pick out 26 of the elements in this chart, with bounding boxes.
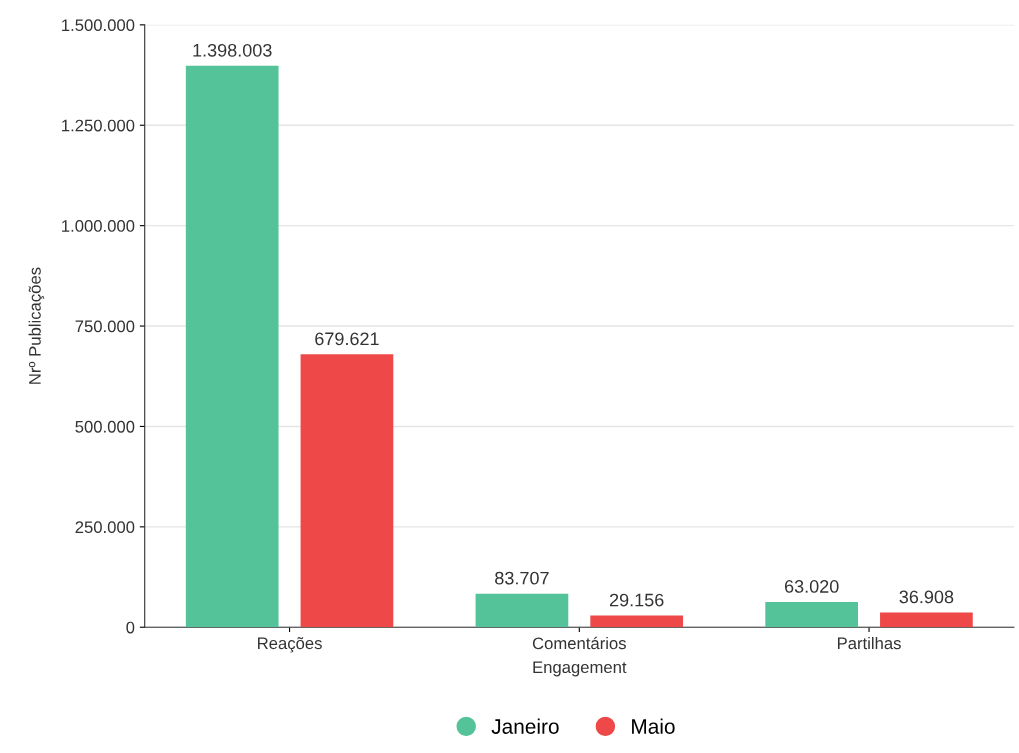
y-tick-label: 1.000.000	[62, 220, 135, 232]
y-tick-label: 1.500.000	[62, 19, 135, 32]
y-tick-label: 1.250.000	[62, 119, 135, 132]
bar	[475, 593, 569, 628]
bar	[880, 612, 973, 628]
x-tick-label: Partilhas	[837, 636, 901, 650]
data-label: 679.621	[315, 332, 379, 346]
x-tick-label: Comentários	[532, 636, 626, 650]
y-tick-label: 500.000	[75, 420, 135, 433]
bar	[765, 601, 859, 628]
x-tick-label: Reações	[258, 637, 322, 653]
data-label: 63.020	[784, 580, 839, 593]
data-label: 1.398.003	[193, 43, 272, 57]
data-label: 36.908	[899, 590, 954, 604]
bar	[185, 65, 279, 628]
y-tick-label: 750.000	[75, 320, 135, 333]
legend-label: Janeiro	[491, 718, 559, 734]
legend-label: Maio	[632, 718, 675, 734]
bar	[300, 354, 394, 628]
y-tick-label: 250.000	[75, 521, 135, 534]
data-label: 29.156	[609, 593, 664, 607]
bar	[590, 615, 684, 628]
y-tick-label: 0	[126, 621, 135, 634]
x-axis-title: Engagement	[533, 661, 627, 677]
data-label: 83.707	[495, 571, 549, 585]
y-axis-title: Nrº Publicações	[28, 267, 45, 384]
